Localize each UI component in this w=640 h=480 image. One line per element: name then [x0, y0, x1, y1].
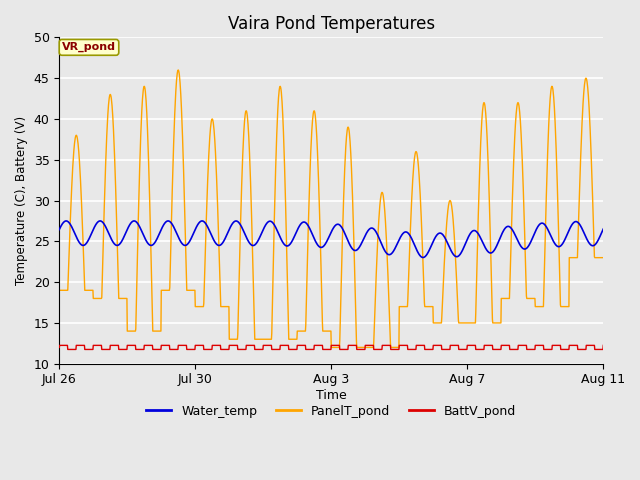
Y-axis label: Temperature (C), Battery (V): Temperature (C), Battery (V) [15, 116, 28, 285]
X-axis label: Time: Time [316, 389, 346, 402]
Text: VR_pond: VR_pond [62, 42, 116, 52]
Title: Vaira Pond Temperatures: Vaira Pond Temperatures [228, 15, 435, 33]
Legend: Water_temp, PanelT_pond, BattV_pond: Water_temp, PanelT_pond, BattV_pond [141, 400, 521, 423]
